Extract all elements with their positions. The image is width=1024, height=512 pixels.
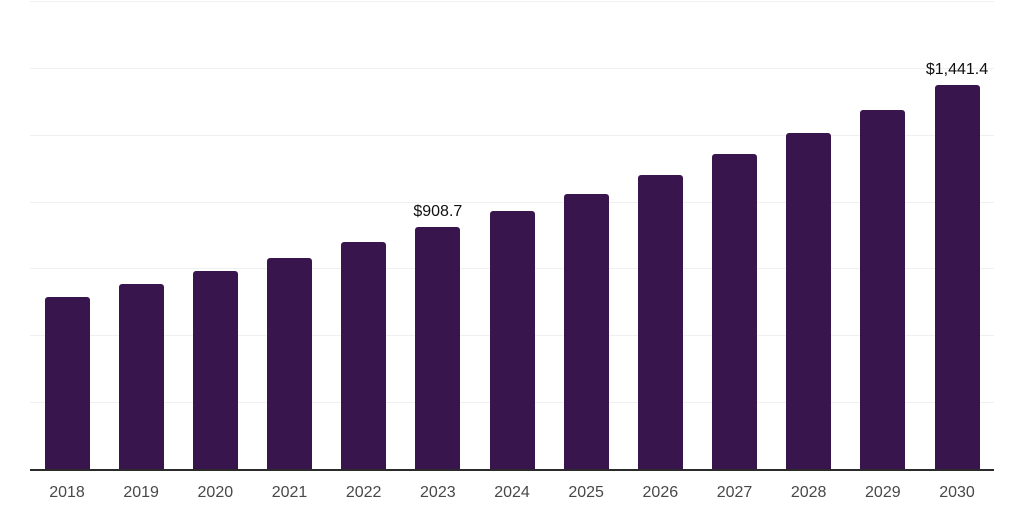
- bar-2025: [563, 193, 609, 470]
- bar-2027: [712, 154, 757, 470]
- x-tick-2020: 2020: [197, 484, 234, 501]
- bar-2023: [415, 227, 461, 470]
- x-tick-2030: 2030: [939, 484, 975, 501]
- gridline-1250: [30, 134, 994, 136]
- x-tick-2027: 2027: [716, 484, 753, 501]
- bar-2019: [118, 284, 164, 470]
- x-tick-2025: 2025: [568, 484, 604, 501]
- bar-2026: [637, 174, 683, 470]
- x-tick-2022: 2022: [345, 484, 382, 501]
- x-axis-line: [30, 469, 994, 471]
- x-tick-2029: 2029: [865, 484, 901, 501]
- gridline-1750: [30, 1, 994, 2]
- gridline-1500: [30, 67, 994, 69]
- bar-2024: [489, 211, 535, 470]
- x-tick-2026: 2026: [642, 484, 679, 501]
- x-tick-2018: 2018: [49, 484, 85, 501]
- bar-2020: [192, 271, 238, 470]
- data-label-2030: $1,441.4: [925, 60, 989, 78]
- data-label-2023: $908.7: [413, 203, 463, 220]
- bar-2021: [267, 257, 312, 470]
- gridline-1000: [30, 201, 994, 203]
- x-tick-2023: 2023: [420, 484, 456, 501]
- bar-2030: [934, 84, 980, 470]
- bar-2028: [786, 132, 832, 470]
- bar-2022: [341, 242, 387, 470]
- x-tick-2021: 2021: [271, 484, 308, 501]
- x-tick-2024: 2024: [494, 484, 530, 501]
- bar-2029: [860, 109, 906, 470]
- x-tick-2019: 2019: [123, 484, 159, 501]
- bar-2018: [44, 296, 90, 470]
- x-tick-2028: 2028: [790, 484, 827, 501]
- plot-area: $908.7 $1,441.4: [30, 0, 994, 470]
